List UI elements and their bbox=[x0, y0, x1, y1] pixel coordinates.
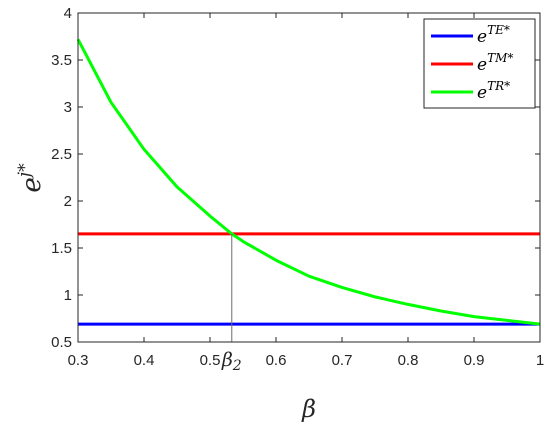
x-tick-label: 0.4 bbox=[134, 352, 155, 369]
x-tick-label: 1 bbox=[536, 352, 544, 369]
legend-entry: eTR* bbox=[477, 79, 510, 103]
plot-frame bbox=[77, 12, 541, 343]
beta2-marker-label: β2 bbox=[221, 349, 242, 374]
y-tick-label: 3 bbox=[64, 99, 72, 116]
y-tick-label: 1 bbox=[64, 287, 72, 304]
x-axis-label: β bbox=[301, 395, 316, 423]
x-tick-label: 0.3 bbox=[68, 352, 89, 369]
y-tick-label: 3.5 bbox=[51, 52, 72, 69]
series-line-TR bbox=[76, 38, 541, 326]
y-tick-label: 1.5 bbox=[51, 240, 72, 257]
x-tick-label: 0.5 bbox=[200, 352, 221, 369]
legend-entry: eTM* bbox=[477, 51, 513, 75]
y-axis-ticks: 0.5 1 1.5 2 2.5 3 3.5 4 bbox=[51, 5, 540, 351]
x-tick-label: 0.8 bbox=[398, 352, 419, 369]
y-axis-label: ej* bbox=[15, 163, 47, 193]
x-axis-ticks: 0.3 0.4 0.5 0.6 0.7 0.8 0.9 1 bbox=[68, 13, 544, 369]
legend: eTE* eTM* eTR* bbox=[423, 18, 536, 109]
series-group bbox=[76, 38, 541, 326]
y-tick-label: 0.5 bbox=[51, 334, 72, 351]
y-tick-label: 2 bbox=[64, 193, 72, 210]
x-tick-label: 0.6 bbox=[266, 352, 287, 369]
y-tick-label: 2.5 bbox=[51, 146, 72, 163]
x-tick-label: 0.9 bbox=[464, 352, 485, 369]
y-tick-label: 4 bbox=[64, 5, 72, 22]
x-tick-label: 0.7 bbox=[332, 352, 353, 369]
legend-entry: eTE* bbox=[477, 23, 510, 47]
